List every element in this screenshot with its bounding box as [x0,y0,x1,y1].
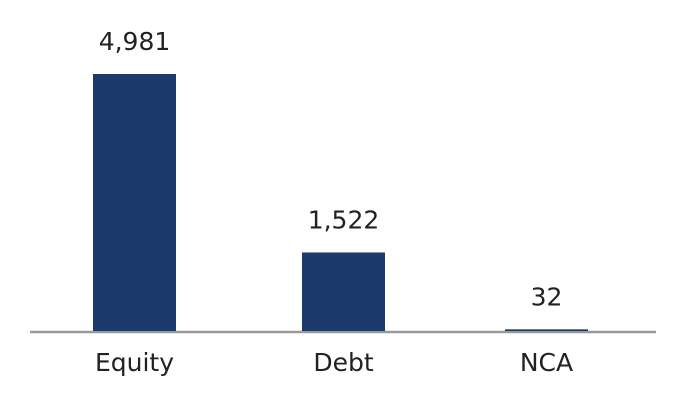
value-label: 4,981 [99,27,171,56]
x-tick-label: Debt [313,348,374,377]
bar [93,74,176,331]
bar [505,329,588,331]
x-tick-label: Equity [95,348,174,377]
x-tick-label: NCA [520,348,573,377]
value-label: 32 [531,282,563,311]
bar [302,252,385,331]
value-label: 1,522 [308,205,380,234]
